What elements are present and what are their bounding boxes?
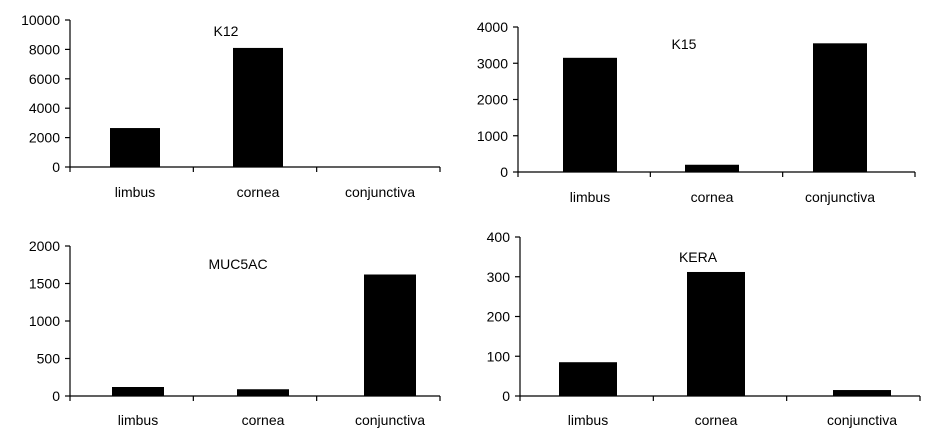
bar-conjunctiva (813, 43, 867, 172)
bar-cornea (233, 47, 283, 167)
y-tick-label: 1000 (29, 313, 60, 329)
bar-conjunctiva (364, 274, 416, 396)
bar-cornea (685, 164, 739, 172)
x-category-label: cornea (237, 184, 280, 200)
y-tick-label: 2000 (29, 130, 60, 146)
bar-limbus (110, 128, 160, 167)
y-tick-label: 8000 (29, 41, 60, 57)
y-tick-label: 4000 (477, 19, 508, 35)
y-tick-label: 0 (502, 388, 510, 404)
x-category-label: cornea (242, 412, 285, 428)
bar-limbus (559, 362, 617, 396)
chart-panel-kera: 0 100 200 300 400 limbus cornea conjunctiva KERA (487, 229, 921, 428)
y-tick-label: 200 (487, 309, 511, 325)
x-category-label: limbus (568, 412, 608, 428)
x-category-label: cornea (695, 412, 738, 428)
y-tick-label: 6000 (29, 71, 60, 87)
y-tick-label: 400 (487, 229, 511, 245)
chart-panel-k15: 0 1000 2000 3000 4000 limbus cornea conjunctiva… (477, 19, 916, 205)
y-tick-label: 3000 (477, 55, 508, 71)
y-tick-label: 1000 (477, 128, 508, 144)
bar-limbus (112, 387, 164, 396)
chart-title: K15 (672, 36, 697, 52)
y-tick-label: 500 (37, 351, 61, 367)
y-tick-label: 100 (487, 348, 511, 364)
x-category-label: conjunctiva (805, 189, 875, 205)
chart-title: K12 (214, 23, 239, 39)
x-category-label: conjunctiva (355, 412, 425, 428)
y-tick-label: 0 (52, 159, 60, 175)
bar-cornea (237, 389, 289, 396)
chart-title: KERA (679, 249, 718, 265)
y-tick-label: 2000 (29, 238, 60, 254)
x-category-label: limbus (118, 412, 158, 428)
chart-title: MUC5AC (208, 256, 267, 272)
x-category-label: limbus (570, 189, 610, 205)
y-tick-label: 10000 (21, 12, 60, 28)
y-tick-label: 4000 (29, 100, 60, 116)
x-category-label: conjunctiva (345, 184, 415, 200)
chart-panel-muc5ac: 0 500 1000 1500 2000 limbus cornea conjunctiva M… (29, 238, 441, 428)
y-tick-label: 2000 (477, 92, 508, 108)
y-tick-label: 0 (52, 388, 60, 404)
x-category-label: limbus (115, 184, 155, 200)
bar-conjunctiva (833, 390, 891, 396)
chart-panel-k12: 0 2000 4000 6000 8000 10000 limbus cornea conjun… (21, 12, 441, 200)
x-category-label: cornea (691, 189, 734, 205)
y-tick-label: 1500 (29, 276, 60, 292)
y-tick-label: 0 (500, 164, 508, 180)
x-category-label: conjunctiva (827, 412, 897, 428)
bar-cornea (687, 271, 745, 396)
y-tick-label: 300 (487, 269, 511, 285)
bar-limbus (563, 57, 617, 172)
